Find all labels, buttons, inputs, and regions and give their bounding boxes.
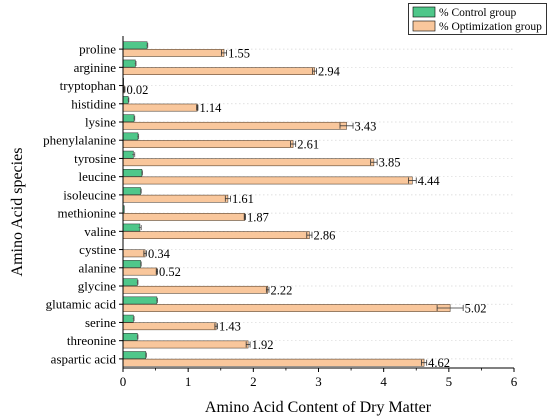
bar-optimization [122, 340, 249, 349]
bar-control [122, 96, 129, 104]
bar-control [122, 169, 143, 177]
labels: proline 1.55 arginine 2.94 tryptophan 0.02 his… [43, 42, 518, 389]
bar-optimization [122, 158, 375, 167]
bar-control [122, 187, 141, 195]
data-label: 2.94 [318, 65, 341, 79]
data-label: 3.85 [379, 156, 401, 170]
category-label: lysine [85, 115, 116, 130]
bar-optimization [122, 249, 146, 258]
category-label: arginine [74, 60, 117, 75]
bar-control [122, 150, 134, 159]
bar-control [122, 260, 141, 268]
data-label: 1.14 [199, 101, 222, 115]
category-label: histidine [71, 96, 116, 111]
bar-control [122, 114, 135, 123]
data-label: 5.02 [465, 302, 487, 316]
bar-control [122, 59, 136, 68]
bar-optimization [122, 67, 315, 75]
grid [123, 48, 514, 360]
x-tick-label: 5 [446, 374, 453, 389]
bar-optimization [122, 285, 268, 294]
category-label: isoleucine [63, 187, 116, 202]
data-label: 1.43 [219, 320, 241, 334]
bar-control [122, 296, 158, 305]
category-label: tryptophan [60, 78, 117, 93]
data-label: 0.02 [126, 83, 148, 97]
category-label: valine [84, 224, 116, 239]
x-tick-label: 2 [250, 374, 257, 389]
data-label: 1.92 [252, 338, 274, 352]
category-label: serine [85, 315, 116, 330]
y-axis-title: Amino Acid species [9, 148, 26, 277]
bar-optimization [122, 267, 158, 276]
data-label: 1.87 [247, 210, 269, 224]
data-label: 3.43 [355, 119, 377, 133]
bars [122, 41, 464, 367]
data-label: 4.62 [428, 356, 450, 370]
bar-control [122, 333, 138, 341]
bar-optimization [122, 49, 225, 57]
bar-optimization [122, 176, 413, 185]
data-label: 0.34 [148, 247, 171, 261]
bar-optimization [122, 103, 198, 112]
x-tick-label: 1 [185, 374, 192, 389]
category-label: alanine [78, 260, 116, 275]
bar-optimization [122, 231, 310, 239]
bar-control [122, 278, 138, 287]
bar-optimization [122, 322, 217, 331]
bar-control [122, 314, 134, 323]
category-label: leucine [78, 169, 116, 184]
category-label: cystine [79, 242, 116, 257]
x-tick-label: 6 [511, 374, 518, 389]
axes [119, 36, 515, 372]
bar-control [122, 351, 147, 359]
data-label: 4.44 [418, 174, 441, 188]
category-label: proline [79, 42, 116, 57]
category-label: glycine [78, 279, 116, 294]
x-tick-label: 4 [380, 374, 387, 389]
category-label: methionine [58, 206, 117, 221]
bar-optimization [122, 194, 229, 203]
x-tick-label: 0 [120, 374, 127, 389]
bar-optimization [122, 304, 451, 312]
legend-label-control: % Control group [439, 7, 517, 19]
x-tick-label: 3 [315, 374, 322, 389]
data-label: 2.61 [297, 138, 319, 152]
data-label: 1.61 [232, 192, 254, 206]
category-label: phenylalanine [43, 133, 116, 148]
category-label: threonine [67, 333, 116, 348]
bar-optimization [122, 121, 347, 130]
data-label: 2.22 [270, 283, 292, 297]
category-label: glutamic acid [46, 297, 117, 312]
legend-swatch-control [412, 6, 436, 18]
legend-label-optimization: % Optimization group [439, 21, 542, 33]
data-label: 2.86 [313, 229, 335, 243]
bar-control [122, 132, 139, 141]
category-label: aspartic acid [51, 351, 117, 366]
bar-control [122, 223, 141, 232]
bar-optimization [122, 358, 425, 367]
bar-optimization [122, 213, 246, 221]
bar-control [122, 41, 148, 50]
data-label: 1.55 [228, 46, 250, 60]
x-axis-title: Amino Acid Content of Dry Matter [205, 399, 432, 416]
category-label: tyrosine [74, 151, 116, 166]
legend-swatch-optimization [412, 20, 436, 32]
legend: % Control group % Optimization group [408, 3, 547, 35]
bar-optimization [122, 140, 294, 148]
data-label: 0.52 [159, 265, 181, 279]
